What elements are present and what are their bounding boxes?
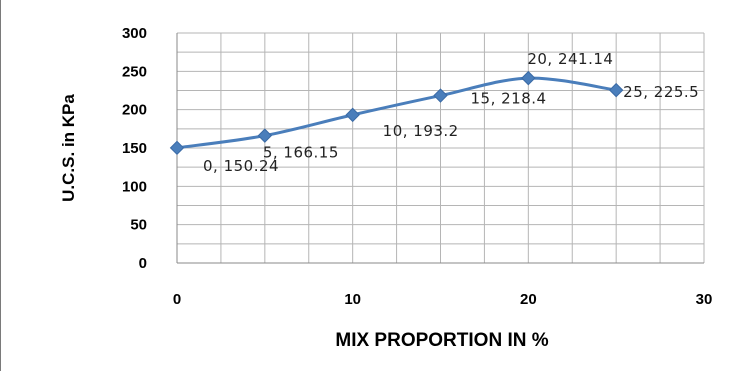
data-label: 15, 218.4 [471,90,547,108]
x-tick-label: 20 [520,291,537,308]
y-tick-label: 100 [122,178,147,195]
x-tick-label: 30 [696,291,713,308]
y-axis-title: U.C.S. in KPa [59,94,78,202]
data-label: 0, 150.24 [203,157,279,175]
x-tick-label: 10 [344,291,361,308]
data-point-marker [433,88,448,103]
data-point-marker [257,128,273,143]
y-tick-label: 0 [139,255,147,272]
gridlines [176,32,705,264]
y-tick-label: 150 [122,140,147,157]
series-line [176,76,617,150]
data-label: 25, 225.5 [623,83,699,101]
data-series [169,70,624,156]
y-tick-label: 300 [122,25,147,42]
data-point-marker [169,140,185,156]
data-point-marker [521,70,536,86]
x-axis-title: MIX PROPORTION IN % [335,330,548,351]
y-tick-label: 50 [130,217,147,234]
data-point-marker [345,107,360,123]
data-label: 10, 193.2 [383,122,459,140]
y-tick-label: 250 [122,63,147,80]
data-label: 20, 241.14 [527,50,613,68]
data-point-marker [608,82,624,98]
data-labels: 0, 150.245, 166.15 10, 193.2 15, 218.4 20, … [203,50,699,175]
y-tick-label: 200 [122,102,147,119]
x-tick-labels: 0 10 20 30 [173,291,713,308]
y-tick-labels: 0 50 100 150 200 250 300 [122,25,147,272]
data-label: 5, 166.15 [263,144,339,162]
x-tick-label: 0 [173,291,181,308]
